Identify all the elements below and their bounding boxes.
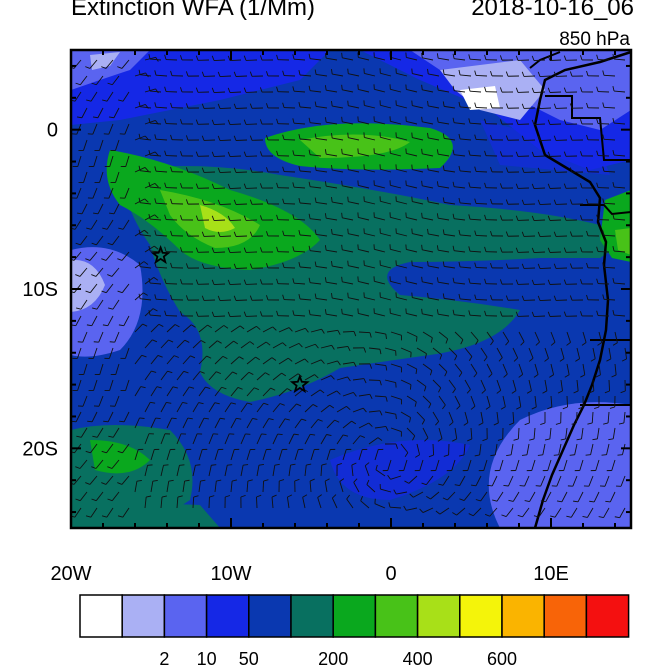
station-star-marker <box>289 374 310 394</box>
lon-tick-label: 10E <box>533 563 569 585</box>
colorbar-swatch <box>332 594 377 638</box>
colorbar-swatch <box>374 594 419 638</box>
lon-tick-label: 0 <box>385 563 396 585</box>
lon-tick-label: 10W <box>210 563 251 585</box>
lat-tick-label: 20S <box>22 438 58 460</box>
pressure-level: 850 hPa <box>559 29 630 50</box>
extinction-field <box>71 50 631 528</box>
colorbar-label: 200 <box>318 649 348 667</box>
colorbar-swatch <box>290 594 334 638</box>
colorbar-swatch <box>205 594 250 638</box>
colorbar-swatch <box>121 594 166 638</box>
colorbar: 2 10 50 200 400 600 <box>79 594 630 667</box>
colorbar-swatch <box>416 594 461 638</box>
colorbar-swatch <box>543 594 588 638</box>
lat-tick-label: 10S <box>22 279 58 301</box>
lat-tick-label: 0 <box>47 120 58 142</box>
wind-barbs <box>71 52 628 519</box>
station-star-marker <box>150 244 171 265</box>
colorbar-swatch <box>79 594 123 638</box>
coastline <box>533 50 631 528</box>
colorbar-swatch <box>501 594 545 638</box>
station-markers <box>150 244 310 394</box>
colorbar-label: 2 <box>159 649 169 667</box>
colorbar-swatch <box>585 594 630 638</box>
colorbar-label: 400 <box>403 649 433 667</box>
map-datetime: 2018-10-16_06 <box>471 0 634 21</box>
lon-tick-label: 20W <box>50 563 91 585</box>
map-title: Extinction WFA (1/Mm) <box>71 0 316 21</box>
colorbar-label: 10 <box>197 649 217 667</box>
colorbar-swatch <box>459 594 503 638</box>
colorbar-label: 600 <box>487 649 517 667</box>
map-axes: 20W 10W 0 10E 0 10S 20S <box>22 50 631 585</box>
colorbar-label: 50 <box>239 649 259 667</box>
colorbar-swatch <box>248 594 292 638</box>
colorbar-swatch <box>163 594 208 638</box>
